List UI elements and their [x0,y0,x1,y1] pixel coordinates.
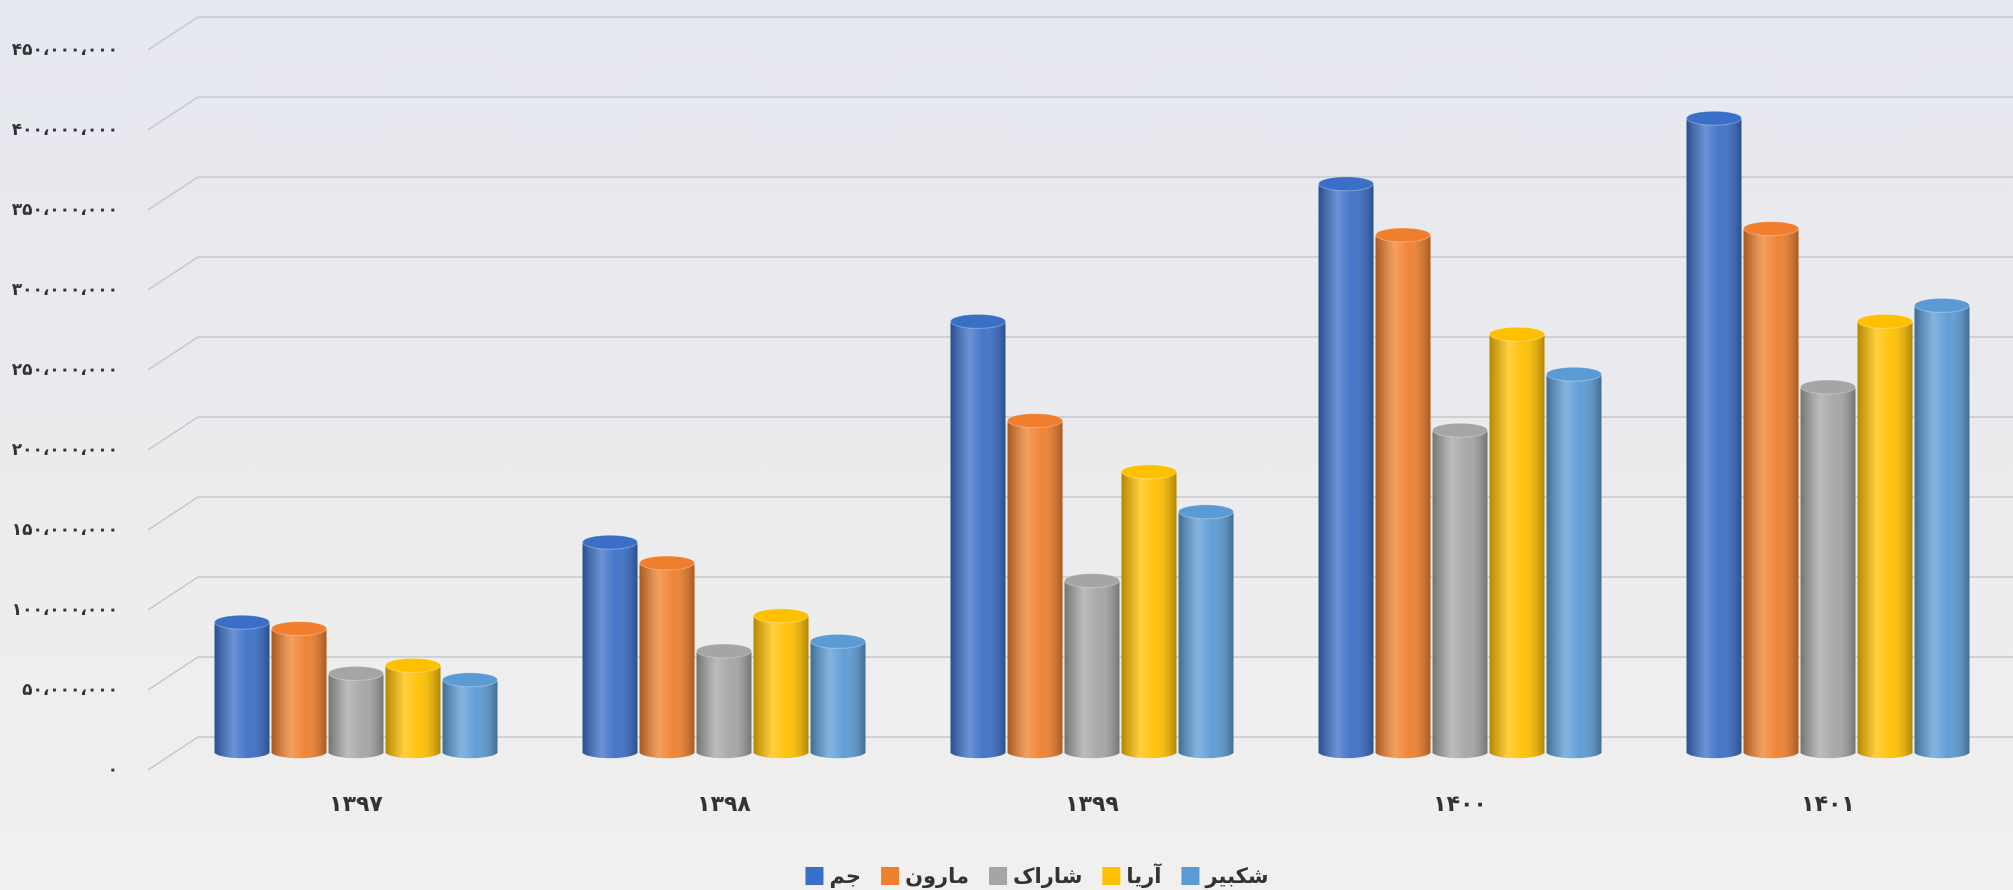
legend-swatch [989,867,1008,885]
y-tick-label: ۱۵۰،۰۰۰،۰۰۰ [12,520,118,540]
bar-shading [1686,113,1742,759]
bar-shading [1064,575,1120,759]
bar-top [1489,326,1545,342]
bar-top [639,555,695,571]
bar-top [1686,110,1742,126]
bar-shading [328,668,384,759]
bar-shading [1121,466,1177,759]
y-tick-label: ۵۰،۰۰۰،۰۰۰ [22,680,118,700]
bar-top [1318,176,1374,192]
bar-shading [385,660,441,759]
bar-shading [1800,381,1856,759]
bar-shading [1432,425,1488,759]
bar-top [950,313,1006,329]
legend-label: شاراک [1013,864,1082,888]
bar-shading [810,636,866,759]
bar-shading [1318,178,1374,759]
bar-top [1375,227,1431,243]
bar-shading [1489,329,1545,759]
bar-shading [639,557,695,759]
bar-top [753,608,809,624]
grid-line [147,96,2013,131]
x-tick-label: ۱۴۰۱ [1801,792,1855,817]
grid-line [147,16,2013,51]
bar-top [1432,422,1488,438]
bar-shading [753,610,809,759]
legend-label: مارون [905,864,969,888]
y-tick-label: ۲۰۰،۰۰۰،۰۰۰ [12,440,118,460]
bar-top [1007,413,1063,429]
bar-top [385,657,441,673]
legend-swatch [1102,867,1121,885]
x-tick-label: ۱۴۰۰ [1433,792,1487,817]
bar-top [1064,573,1120,589]
legend-swatch [805,867,824,885]
bar-shading [1007,415,1063,759]
bar-top [442,672,498,688]
legend: جم مارون شاراک آریا شکبیر [805,863,1269,888]
y-tick-label: ۴۵۰،۰۰۰،۰۰۰ [12,40,118,60]
bar-shading [1857,316,1913,759]
legend-label: آریا [1126,863,1162,888]
bar-top [1178,504,1234,520]
bar-shading [1546,369,1602,759]
bar-shading [1375,229,1431,759]
y-tick-label: ۰ [108,760,118,780]
bar-shading [271,623,327,759]
bar-top [1857,313,1913,329]
bar-top [328,665,384,681]
bar-top [582,534,638,550]
y-tick-label: ۳۰۰،۰۰۰،۰۰۰ [12,280,118,300]
bar-top [271,621,327,637]
y-tick-label: ۳۵۰،۰۰۰،۰۰۰ [12,200,118,220]
legend-swatch [881,867,900,885]
legend-swatch [1181,867,1200,885]
bar-shading [1914,300,1970,759]
bar-shading [582,537,638,759]
bar-top [810,633,866,649]
bar-shading [950,316,1006,759]
bar-top [1546,366,1602,382]
bar-shading [1178,506,1234,759]
x-tick-label: ۱۳۹۹ [1065,792,1119,817]
x-tick-label: ۱۳۹۸ [697,792,751,817]
bar-shading [442,674,498,759]
bars: ۱۳۹۷ ۱۳۹۸ ۱۳۹۹ ۱۴۰۰ ۱۴۰۱ [214,110,1970,817]
grid-line [147,176,2013,211]
bar-top [1743,221,1799,237]
bar-top [696,643,752,659]
bar-top [1914,297,1970,313]
y-tick-label: ۴۰۰،۰۰۰،۰۰۰ [12,120,118,140]
legend-label: شکبیر [1204,864,1268,888]
bar-top [1121,464,1177,480]
bar-shading [1743,223,1799,759]
y-tick-label: ۱۰۰،۰۰۰،۰۰۰ [12,600,118,620]
x-tick-label: ۱۳۹۷ [329,792,383,817]
legend-label: جم [829,864,861,888]
bar-top [214,614,270,630]
y-tick-label: ۲۵۰،۰۰۰،۰۰۰ [12,360,118,380]
bar-shading [696,645,752,759]
bar-top [1800,379,1856,395]
bar-shading [214,617,270,759]
